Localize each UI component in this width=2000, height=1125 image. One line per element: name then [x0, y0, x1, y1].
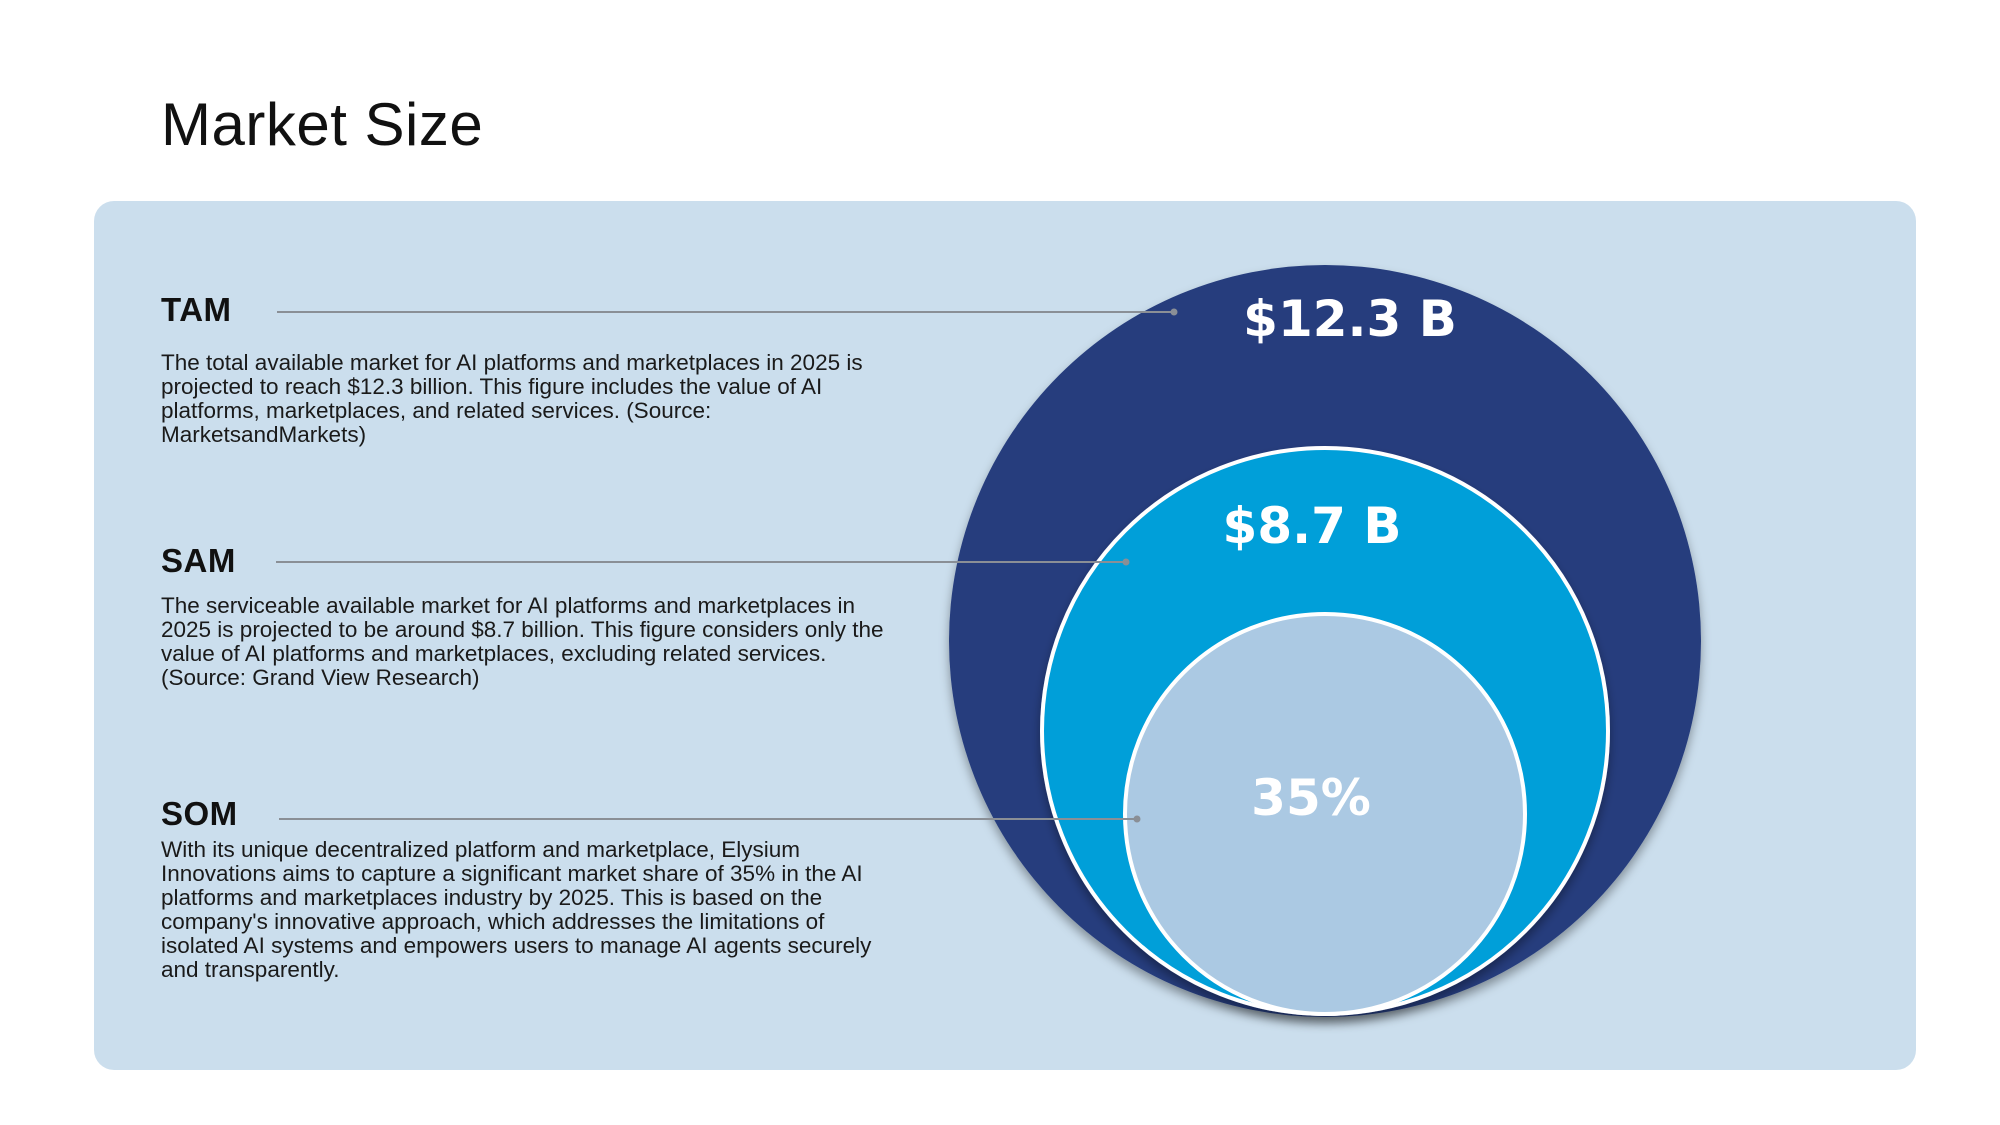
- page-title: Market Size: [161, 91, 484, 158]
- som-heading: SOM: [161, 795, 238, 832]
- sam-heading: SAM: [161, 542, 236, 579]
- tam-heading: TAM: [161, 291, 232, 328]
- tam-description: The total available market for AI platfo…: [161, 350, 863, 447]
- sam-description: The serviceable available market for AI …: [161, 593, 884, 690]
- som-description: With its unique decentralized platform a…: [161, 837, 872, 982]
